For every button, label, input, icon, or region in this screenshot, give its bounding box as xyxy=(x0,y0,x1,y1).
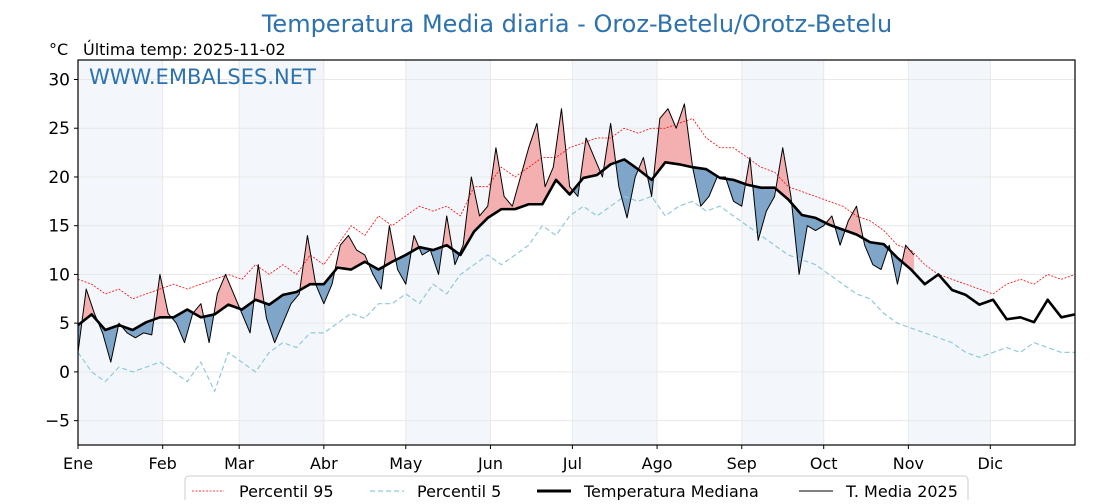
watermark: WWW.EMBALSES.NET xyxy=(89,65,316,89)
month-band xyxy=(741,60,824,445)
anomaly-fill-above xyxy=(681,103,685,166)
x-tick-label: Feb xyxy=(149,454,177,473)
month-band xyxy=(572,60,658,445)
legend: Percentil 95 Percentil 5 Temperatura Med… xyxy=(184,475,969,504)
legend-label-year: T. Media 2025 xyxy=(845,482,958,500)
anomaly-fill-above xyxy=(662,111,666,167)
plot-frame xyxy=(77,59,1076,446)
x-tick-label: Ago xyxy=(642,454,673,473)
y-tick-label: 30 xyxy=(48,70,70,90)
anomaly-fill-above xyxy=(665,108,669,164)
x-tick-label: Abr xyxy=(310,454,338,473)
legend-label-median: Temperatura Mediana xyxy=(583,482,759,500)
anomaly-fill-above xyxy=(339,241,344,269)
y-tick-label: −5 xyxy=(45,412,70,432)
anomaly-fill-above xyxy=(670,115,674,164)
anomaly-fill-above xyxy=(528,139,532,205)
anomaly-fill-below xyxy=(733,179,737,204)
month-band xyxy=(908,60,991,445)
anomaly-fill-above xyxy=(531,131,535,205)
y-tick-label: 20 xyxy=(48,168,70,188)
legend-label-p95: Percentil 95 xyxy=(239,482,334,500)
anomaly-fill-below xyxy=(700,168,704,207)
y-tick-label: 5 xyxy=(59,314,70,334)
anomaly-fill-below xyxy=(738,181,743,207)
x-tick-label: Jun xyxy=(477,454,503,473)
y-tick-label: 25 xyxy=(48,119,70,139)
anomaly-fill-above xyxy=(533,123,538,205)
anomaly-fill-above xyxy=(342,238,346,270)
anomaly-fill-below xyxy=(703,168,707,204)
x-tick-label: Oct xyxy=(810,454,838,473)
anomaly-fill-below xyxy=(875,242,879,269)
anomaly-fill-below xyxy=(736,180,740,206)
legend-box xyxy=(184,475,969,504)
anomaly-fill-above xyxy=(659,114,663,171)
x-tick-label: Jul xyxy=(562,454,582,473)
last-temp-label: Última temp: 2025-11-02 xyxy=(83,40,286,59)
legend-label-p5: Percentil 5 xyxy=(417,482,501,500)
x-tick-label: May xyxy=(389,454,422,473)
anomaly-fill-above xyxy=(345,234,349,270)
anomaly-fill-below xyxy=(872,242,876,267)
anomaly-fill-below xyxy=(705,168,710,201)
x-tick-label: Mar xyxy=(224,454,255,473)
series-line-median xyxy=(77,158,1076,332)
x-tick-label: Ene xyxy=(63,454,93,473)
anomaly-fill-below xyxy=(878,243,882,270)
y-tick-label: 0 xyxy=(59,363,70,383)
chart-title: Temperatura Media diaria - Oroz-Betelu/O… xyxy=(261,10,892,38)
month-band xyxy=(405,60,491,445)
anomaly-fill-above xyxy=(667,108,671,164)
unit-label: °C xyxy=(49,40,68,59)
month-band xyxy=(78,60,163,445)
x-tick-label: Nov xyxy=(893,454,924,473)
anomaly-fill-below xyxy=(812,217,816,232)
month-band xyxy=(239,60,324,445)
x-tick-label: Sep xyxy=(727,454,757,473)
y-tick-label: 15 xyxy=(48,217,70,237)
x-tick-label: Dic xyxy=(978,454,1004,473)
y-tick-label: 10 xyxy=(48,265,70,285)
series-line-year xyxy=(77,103,915,363)
